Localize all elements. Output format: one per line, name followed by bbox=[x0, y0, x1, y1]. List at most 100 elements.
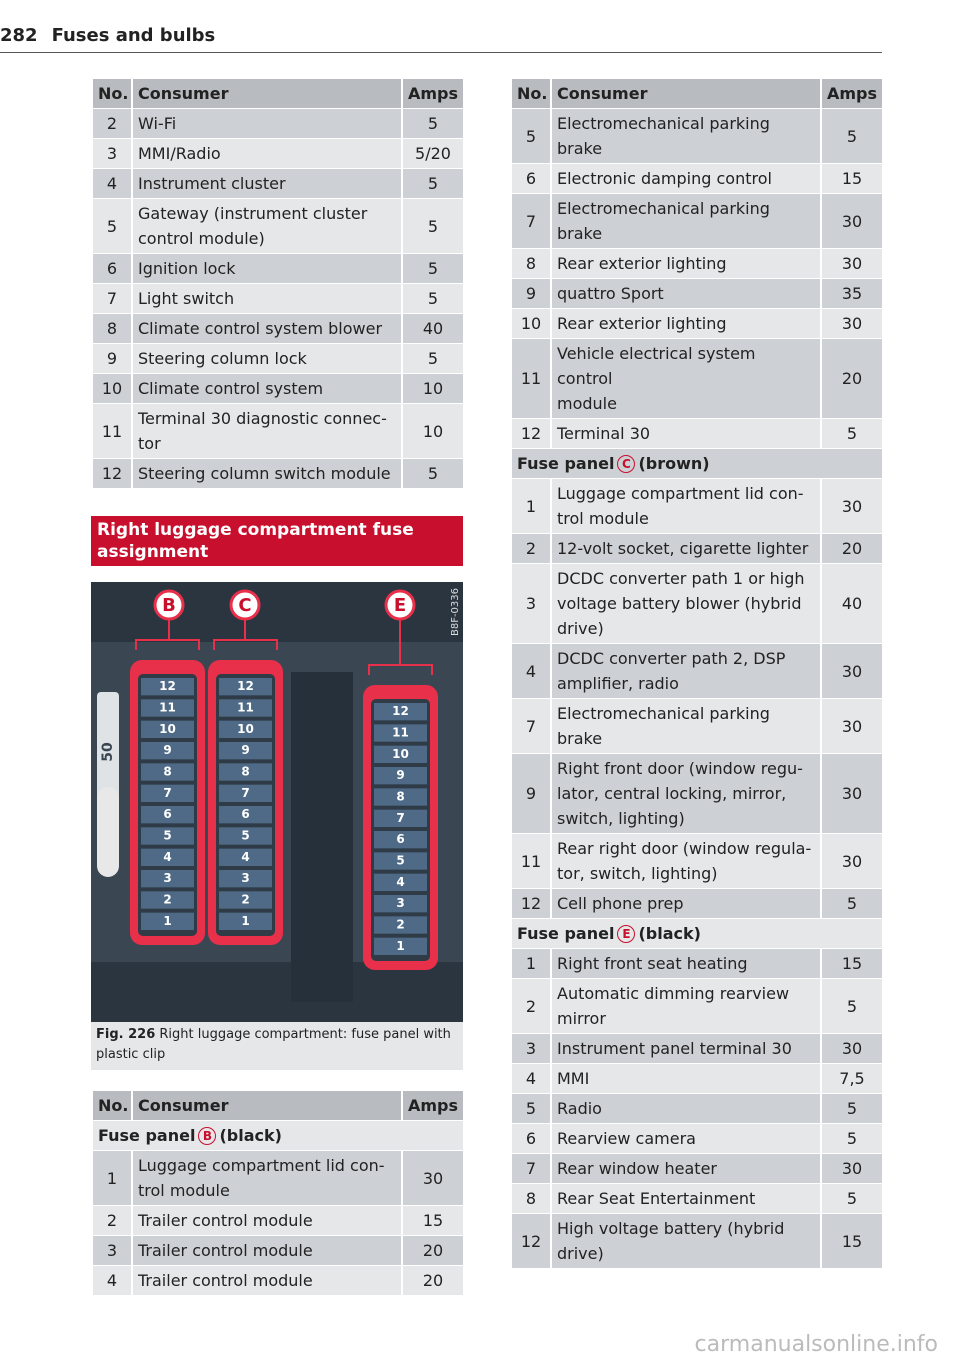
fuse bbox=[141, 763, 194, 781]
fuse-number: 10 bbox=[392, 747, 409, 761]
fuse-no: 1 bbox=[510, 478, 552, 534]
fuse bbox=[141, 784, 194, 802]
table-row: 2 Wi-Fi 5 bbox=[91, 108, 465, 139]
consumer: Electromechanical parking brake bbox=[550, 193, 822, 249]
amps: 20 bbox=[820, 338, 884, 419]
fuse bbox=[219, 806, 272, 824]
amps: 30 bbox=[820, 193, 884, 249]
amps: 5 bbox=[401, 343, 465, 374]
fuse-no: 11 bbox=[91, 403, 133, 459]
amps: 30 bbox=[820, 1153, 884, 1184]
fuse-no: 9 bbox=[510, 278, 552, 309]
fuse-number: 10 bbox=[159, 722, 176, 736]
fuse-no: 4 bbox=[510, 1063, 552, 1094]
fuse bbox=[219, 848, 272, 866]
fuse-no: 11 bbox=[510, 338, 552, 419]
table-row: 6 Rearview camera 5 bbox=[510, 1123, 884, 1154]
fuse-no: 2 bbox=[510, 533, 552, 564]
table-row: 3 Instrument panel terminal 30 30 bbox=[510, 1033, 884, 1064]
amps: 30 bbox=[820, 698, 884, 754]
col-header: Amps bbox=[401, 1090, 465, 1121]
consumer: MMI/Radio bbox=[131, 138, 403, 169]
panel-letter: B bbox=[198, 1127, 217, 1145]
panel-label: Fuse panel bbox=[98, 1126, 196, 1145]
consumer: MMI bbox=[550, 1063, 822, 1094]
table-row: 12 Cell phone prep 5 bbox=[510, 888, 884, 919]
consumer: Trailer control module bbox=[131, 1235, 403, 1266]
bracket bbox=[368, 664, 433, 675]
fuse-number: 12 bbox=[159, 679, 176, 693]
fuse-no: 4 bbox=[91, 168, 133, 199]
fuse-number: 12 bbox=[392, 704, 409, 718]
amps: 5 bbox=[820, 888, 884, 919]
amps: 5 bbox=[820, 108, 884, 164]
col-header: No. bbox=[510, 78, 552, 109]
consumer: Luggage compartment lid con- trol module bbox=[550, 478, 822, 534]
table-row: 3 MMI/Radio 5/20 bbox=[91, 138, 465, 169]
fuse-no: 5 bbox=[91, 198, 133, 254]
consumer: Rear right door (window regula- tor, swi… bbox=[550, 833, 822, 889]
fuse-no: 2 bbox=[510, 978, 552, 1034]
amps: 10 bbox=[401, 373, 465, 404]
amps: 5 bbox=[401, 168, 465, 199]
table-row: 7 Electromechanical parking brake 30 bbox=[510, 193, 884, 249]
consumer: Light switch bbox=[131, 283, 403, 314]
table-row: 1 Luggage compartment lid con- trol modul… bbox=[91, 1150, 465, 1206]
fuse-no: 3 bbox=[91, 138, 133, 169]
table-row: 1 Right front seat heating 15 bbox=[510, 948, 884, 979]
fuse-no: 2 bbox=[91, 108, 133, 139]
fuse bbox=[374, 788, 427, 806]
amps: 30 bbox=[820, 1033, 884, 1064]
table-row: 12 Steering column switch module 5 bbox=[91, 458, 465, 489]
amps: 40 bbox=[401, 313, 465, 344]
table-row: 2 Automatic dimming rearview mirror 5 bbox=[510, 978, 884, 1034]
fuse-number: 4 bbox=[163, 850, 171, 864]
fuse-no: 12 bbox=[510, 418, 552, 449]
fuse-number: 11 bbox=[392, 726, 409, 740]
fuse bbox=[141, 891, 194, 909]
consumer: Automatic dimming rearview mirror bbox=[550, 978, 822, 1034]
col-header: Consumer bbox=[131, 78, 403, 109]
fuse-no: 9 bbox=[91, 343, 133, 374]
consumer: Rear window heater bbox=[550, 1153, 822, 1184]
table-row: 2 Trailer control module 15 bbox=[91, 1205, 465, 1236]
bracket bbox=[213, 639, 278, 650]
amps: 30 bbox=[820, 833, 884, 889]
consumer: Rear exterior lighting bbox=[550, 308, 822, 339]
fuse-number: 12 bbox=[237, 679, 254, 693]
table-row: 9 Steering column lock 5 bbox=[91, 343, 465, 374]
fuse bbox=[219, 827, 272, 845]
side-clip bbox=[97, 692, 119, 812]
fuse bbox=[219, 699, 272, 717]
amps: 30 bbox=[820, 643, 884, 699]
consumer: Radio bbox=[550, 1093, 822, 1124]
panel-color: (black) bbox=[638, 924, 701, 943]
table-row: 11 Terminal 30 diagnostic connec- tor 10 bbox=[91, 403, 465, 459]
fuse-no: 9 bbox=[510, 753, 552, 834]
figure-code: B8F-0336 bbox=[450, 588, 461, 636]
fuse-number: 3 bbox=[396, 896, 404, 910]
table-row: 4 MMI 7,5 bbox=[510, 1063, 884, 1094]
fuse-no: 10 bbox=[510, 308, 552, 339]
amps: 30 bbox=[401, 1150, 465, 1206]
col-header: Consumer bbox=[550, 78, 822, 109]
panel-marker bbox=[229, 589, 261, 621]
fuse bbox=[374, 809, 427, 827]
panel-label: Fuse panel bbox=[517, 454, 615, 473]
panel-row: Fuse panel B (black) bbox=[91, 1120, 465, 1151]
fuse-number: 1 bbox=[163, 914, 171, 928]
fuse bbox=[219, 763, 272, 781]
fuse-number: 7 bbox=[163, 786, 171, 800]
consumer: Steering column lock bbox=[131, 343, 403, 374]
fuse-no: 7 bbox=[510, 193, 552, 249]
fuse-number: 4 bbox=[241, 850, 249, 864]
amps: 15 bbox=[820, 948, 884, 979]
consumer: Right front door (window regu- lator, ce… bbox=[550, 753, 822, 834]
header-row: No. Consumer Amps bbox=[510, 78, 884, 109]
fuse-number: 5 bbox=[241, 829, 249, 843]
consumer: High voltage battery (hybrid drive) bbox=[550, 1213, 822, 1269]
side-tab bbox=[97, 787, 119, 877]
table-row: 5 Radio 5 bbox=[510, 1093, 884, 1124]
fuse-number: 7 bbox=[241, 786, 249, 800]
